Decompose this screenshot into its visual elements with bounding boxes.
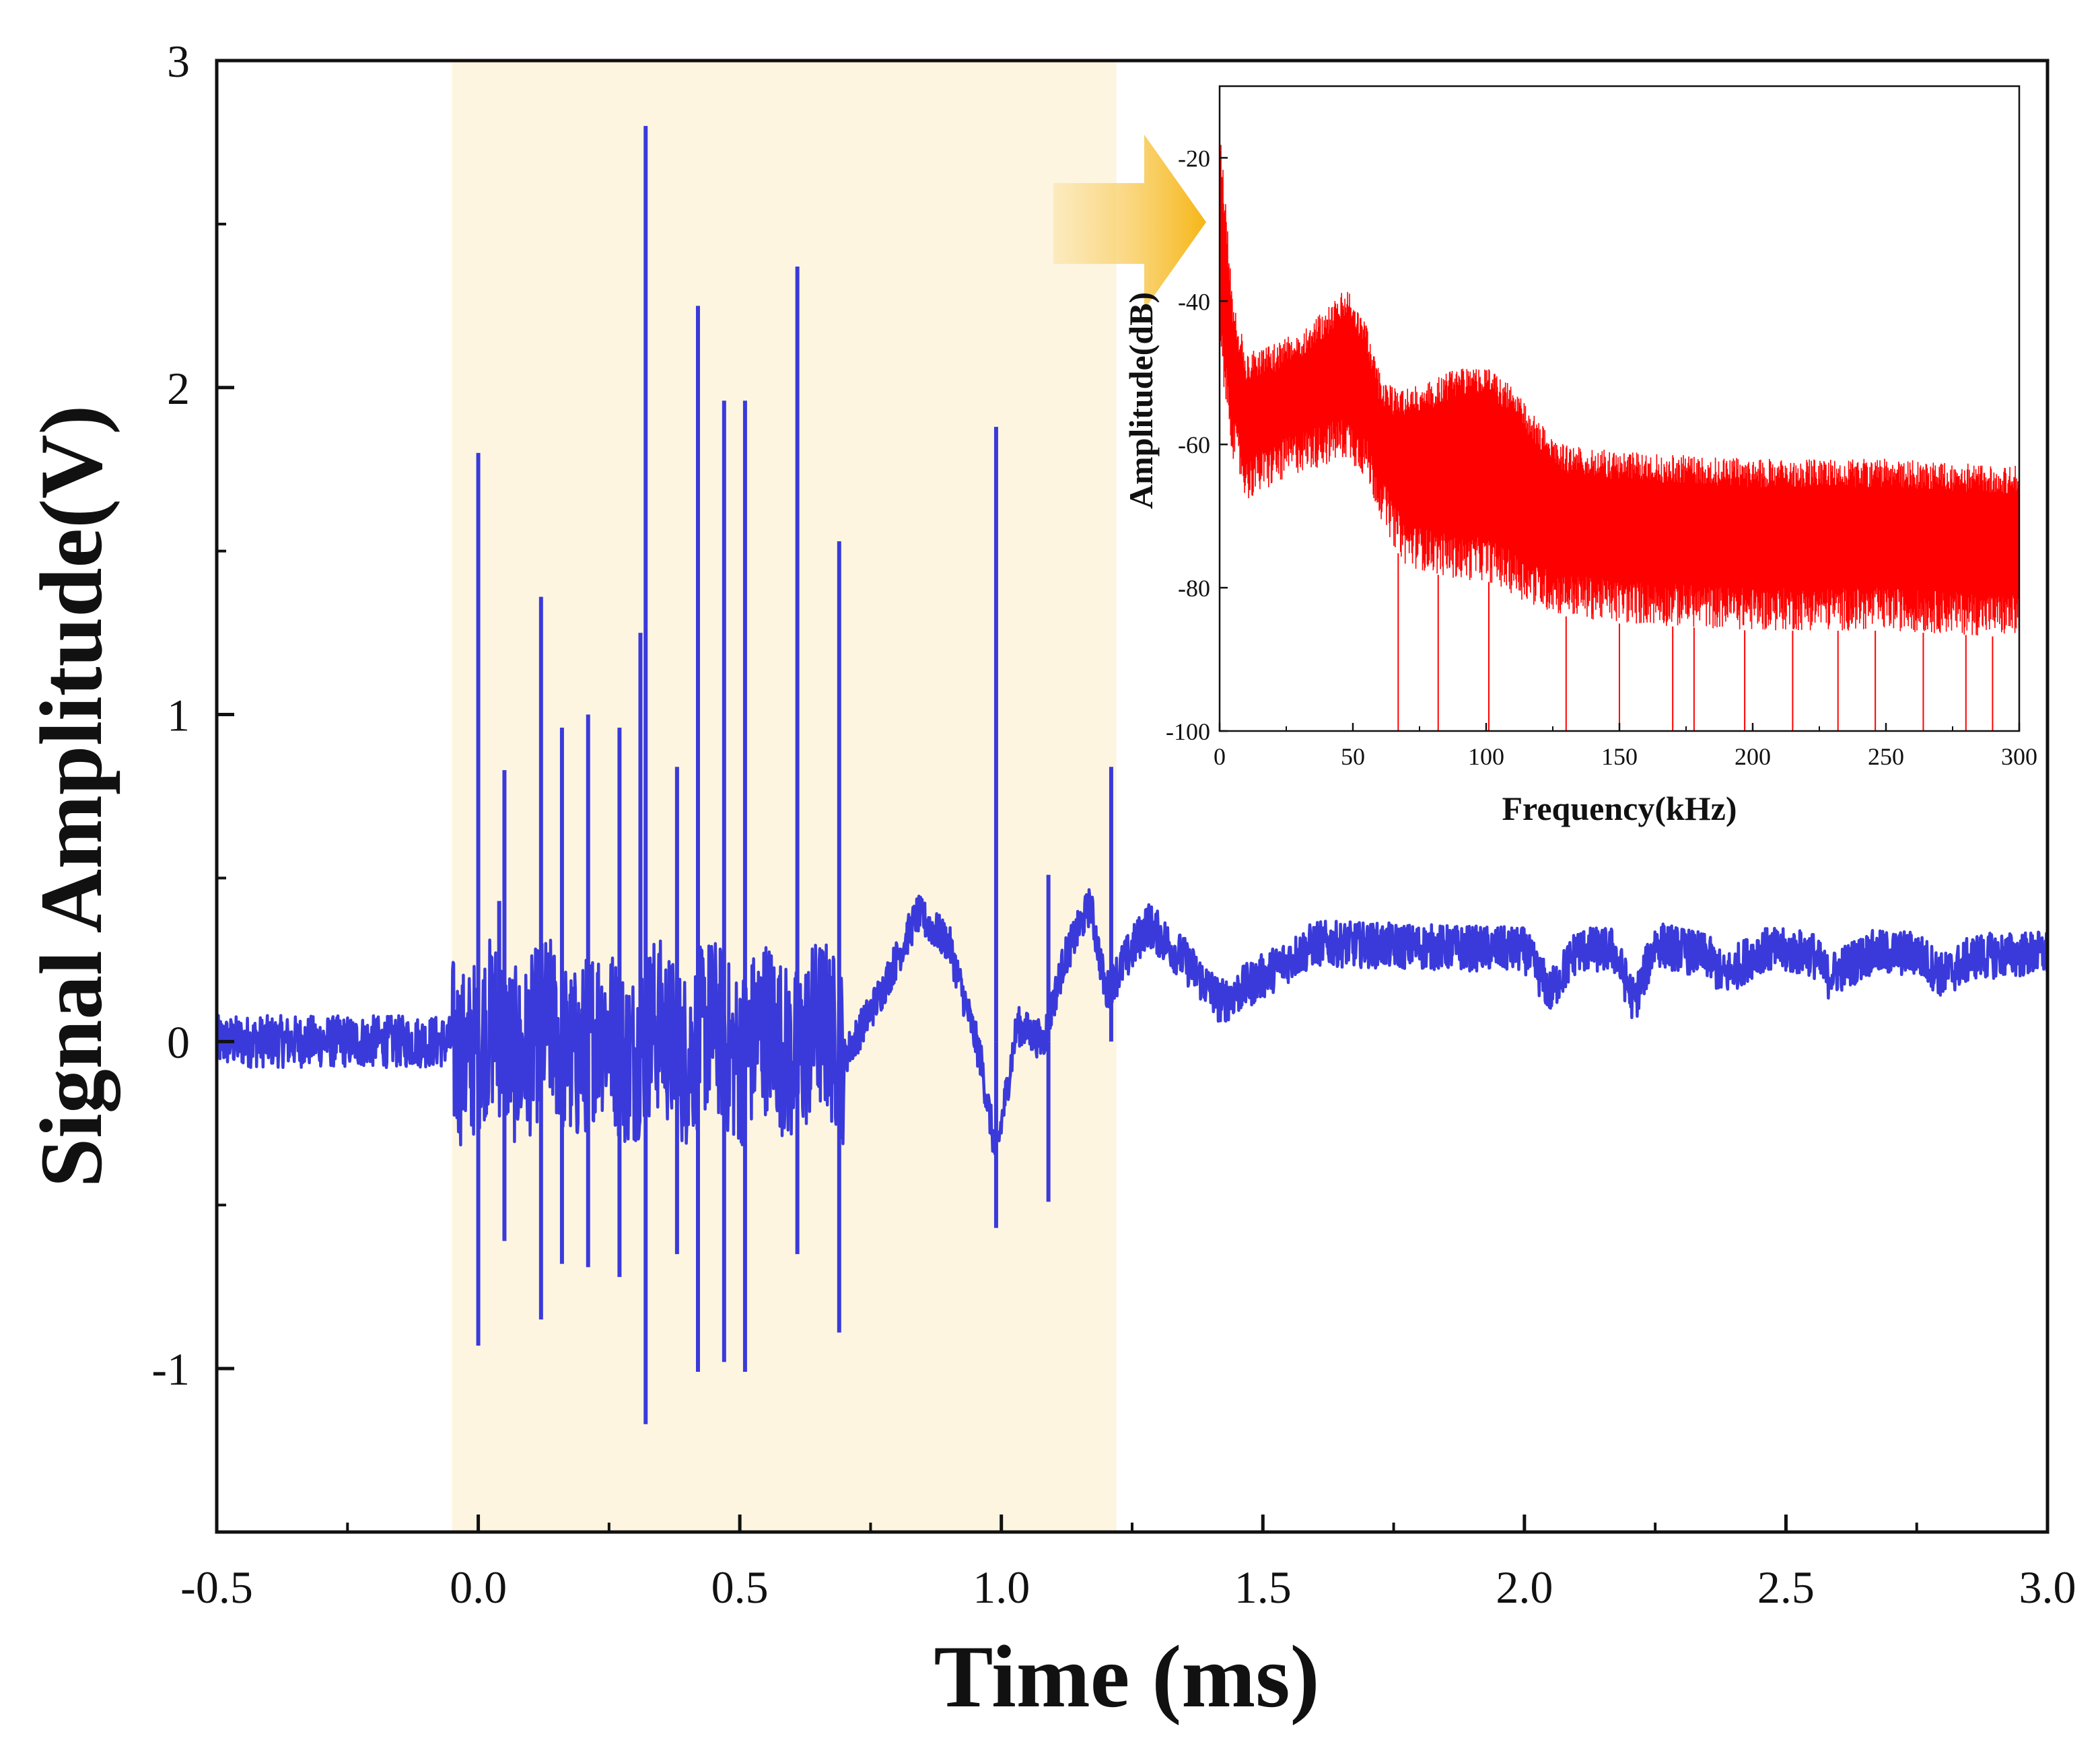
inset-x-tick-label: 0 [1214,743,1226,770]
highlight-region [452,61,1117,1532]
inset-chart: 0 50 100 150 200 250 300 -100 -80 -60 -40 -20 Freq… [1122,85,2037,827]
main-x-tick-label: 0.5 [711,1562,769,1613]
inset-x-tick-label: 100 [1468,743,1504,770]
signal-line [217,888,2048,1156]
main-y-axis-title: Signal Amplitude(V) [22,405,120,1188]
inset-x-tick-label: 150 [1601,743,1638,770]
main-y-tick-label: 2 [167,363,190,414]
inset-y-axis: -100 -80 -60 -40 -20 [1166,145,1228,745]
main-x-tick-label: 3.0 [2019,1562,2076,1613]
main-x-axis: -0.5 0.0 0.5 1.0 1.5 2.0 2.5 3.0 [180,1515,2076,1613]
main-y-axis: -1 0 1 2 3 [151,36,234,1395]
main-x-tick-label: 2.5 [1757,1562,1815,1613]
main-y-tick-label: 1 [167,690,190,741]
main-y-tick-label: -1 [151,1344,190,1395]
inset-y-axis-title: Amplitude(dB) [1122,292,1160,509]
main-x-tick-label: 2.0 [1496,1562,1553,1613]
inset-x-axis: 0 50 100 150 200 250 300 [1214,723,2037,770]
inset-y-tick-label: -100 [1166,718,1210,745]
spectrum-line [1220,127,2019,636]
inset-x-axis-title: Frequency(kHz) [1502,790,1737,827]
main-x-tick-label: 1.0 [973,1562,1030,1613]
main-x-axis-title: Time (ms) [934,1627,1319,1726]
inset-y-tick-label: -80 [1178,575,1210,602]
main-x-tick-label: -0.5 [180,1562,253,1613]
spectrum-series [1220,127,2019,731]
main-x-tick-label: 1.5 [1234,1562,1292,1613]
inset-y-tick-label: -60 [1178,431,1210,458]
main-x-tick-label: 0.0 [450,1562,507,1613]
arrow-icon [1053,135,1206,310]
inset-y-tick-label: -20 [1178,145,1210,172]
main-y-tick-label: 0 [167,1016,190,1068]
inset-x-tick-label: 200 [1735,743,1771,770]
main-chart: -0.5 0.0 0.5 1.0 1.5 2.0 2.5 3.0 -1 0 1 2 3 Time (m… [22,36,2076,1726]
inset-x-tick-label: 300 [2001,743,2037,770]
inset-y-tick-label: -40 [1178,288,1210,315]
inset-x-tick-label: 250 [1868,743,1904,770]
signal-series [217,126,2048,1424]
main-y-tick-label: 3 [167,36,190,87]
inset-x-tick-label: 50 [1341,743,1365,770]
